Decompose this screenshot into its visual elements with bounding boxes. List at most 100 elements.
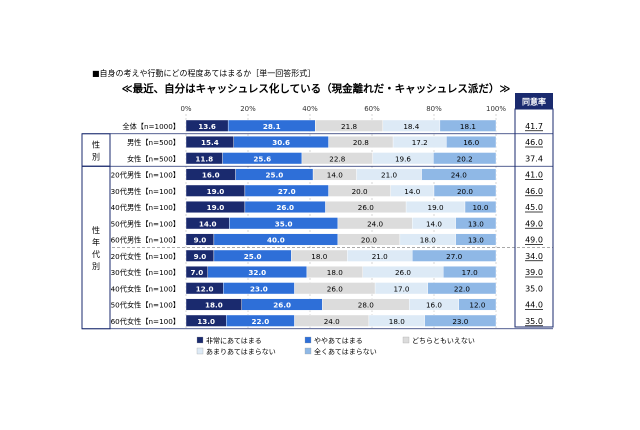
bar-value-label: 24.0 (367, 219, 383, 228)
agree-rate-value: 49.0 (525, 219, 543, 228)
legend-swatch (304, 336, 312, 344)
bar-value-label: 18.0 (311, 252, 327, 261)
x-tick-label: 80% (426, 105, 442, 113)
agree-rate-value: 49.0 (525, 236, 543, 245)
category-label: 20代女性【n=100】 (111, 252, 180, 261)
legend-label: ややあてはまる (314, 337, 363, 345)
category-label: 女性【n=500】 (127, 154, 180, 163)
bar-value-label: 26.0 (395, 268, 411, 277)
bar-value-label: 19.6 (395, 154, 411, 163)
legend-label: あまりあてはまらない (206, 348, 276, 356)
agree-rate-value: 39.0 (525, 268, 543, 277)
bar-value-label: 9.0 (194, 252, 207, 261)
x-tick-label: 20% (240, 105, 256, 113)
bar-segment (443, 266, 497, 278)
bar-value-label: 22.0 (454, 284, 470, 293)
group-label-char: 別 (92, 153, 100, 162)
category-label: 40代男性【n=100】 (111, 203, 180, 212)
bar-value-label: 10.0 (472, 203, 488, 212)
bar-value-label: 13.0 (468, 236, 484, 245)
bar-value-label: 32.0 (248, 268, 266, 277)
bar-value-label: 27.0 (278, 187, 296, 196)
bar-value-label: 19.0 (207, 203, 225, 212)
bar-segment (433, 184, 497, 197)
agree-rate-header: 同意率 (522, 97, 546, 107)
bar-value-label: 14.0 (404, 187, 420, 196)
agree-rate-value: 44.0 (525, 301, 543, 310)
x-tick-label: 0% (180, 105, 191, 113)
bar-value-label: 21.8 (341, 122, 357, 131)
agree-rate-value: 37.4 (525, 154, 543, 163)
chart-title: ≪最近、自分はキャッシュレス化している（現金離れだ・キャッシュレス派だ）≫ (122, 82, 511, 95)
bar-value-label: 16.0 (202, 171, 220, 180)
legend-swatch (304, 347, 312, 355)
bar-rows: 全体【n=1000】 13.6 28.1 21.8 18.4 18.1 男性【n=500】 1… (111, 119, 497, 327)
bar-value-label: 11.8 (195, 154, 213, 163)
bar-value-label: 28.0 (358, 301, 374, 310)
category-label: 全体【n=1000】 (122, 122, 180, 131)
bar-value-label: 9.0 (194, 236, 207, 245)
agree-rate-value: 46.0 (525, 138, 543, 147)
category-label: 60代男性【n=100】 (111, 236, 180, 245)
bar-value-label: 17.0 (393, 284, 409, 293)
agree-header-box (515, 93, 553, 109)
bar-segment (455, 217, 497, 230)
bar-value-label: 18.0 (389, 317, 405, 326)
bar-segment (455, 233, 497, 246)
bar-value-label: 13.0 (197, 317, 215, 326)
bar-value-label: 23.0 (250, 284, 268, 293)
legend-label: 非常にあてはまる (206, 336, 262, 345)
bar-segment (458, 298, 497, 311)
bar-segment (427, 282, 497, 295)
bar-value-label: 17.0 (462, 268, 478, 277)
bar-value-label: 14.0 (327, 171, 343, 180)
group-label-char: 性 (92, 225, 100, 235)
bar-value-label: 14.0 (199, 219, 217, 228)
bar-value-label: 18.1 (460, 122, 476, 131)
legend-swatch (196, 336, 204, 344)
x-axis-ticks: 0% 20% 40% 60% 80% 100% (180, 105, 506, 113)
bar-value-label: 22.8 (329, 154, 345, 163)
agree-rate-value: 35.0 (525, 284, 543, 293)
agree-rate-value: 34.0 (525, 252, 543, 261)
bar-value-label: 25.6 (253, 154, 271, 163)
agree-column-frame (514, 108, 554, 328)
legend-label: 全くあてはまらない (314, 347, 377, 356)
category-label: 男性【n=500】 (127, 138, 180, 147)
bar-value-label: 18.0 (205, 301, 223, 310)
bar-value-label: 20.2 (457, 154, 473, 163)
bar-segment (464, 201, 497, 213)
bar-value-label: 25.0 (244, 252, 262, 261)
bar-value-label: 20.0 (352, 187, 368, 196)
bar-value-label: 26.0 (327, 284, 343, 293)
bar-value-label: 18.0 (327, 268, 343, 277)
group-bracket (81, 165, 111, 330)
agree-rate-value: 45.0 (525, 203, 543, 212)
bar-value-label: 26.0 (276, 203, 294, 212)
bar-value-label: 26.0 (273, 301, 291, 310)
category-label: 40代女性【n=100】 (111, 284, 180, 293)
bar-value-label: 21.0 (372, 252, 388, 261)
bar-value-label: 24.0 (324, 317, 340, 326)
bar-segment (439, 119, 497, 132)
legend-swatch (196, 347, 204, 355)
bar-value-label: 14.0 (426, 219, 442, 228)
bar-value-label: 12.0 (196, 284, 214, 293)
bar-value-label: 23.0 (452, 317, 468, 326)
bar-value-label: 18.4 (403, 122, 419, 131)
bar-value-label: 27.0 (446, 252, 462, 261)
legend-swatch (402, 336, 410, 344)
bar-value-label: 21.0 (381, 171, 397, 180)
agree-rate-value: 35.0 (525, 317, 543, 326)
group-label-char: 性 (92, 140, 100, 150)
bar-value-label: 35.0 (275, 219, 293, 228)
group-label-char: 代 (92, 249, 100, 259)
bar-segment (412, 249, 497, 262)
category-label: 20代男性【n=100】 (111, 171, 180, 180)
bar-value-label: 28.1 (263, 122, 281, 131)
bar-value-label: 13.6 (198, 122, 216, 131)
bar-value-label: 19.0 (207, 187, 225, 196)
